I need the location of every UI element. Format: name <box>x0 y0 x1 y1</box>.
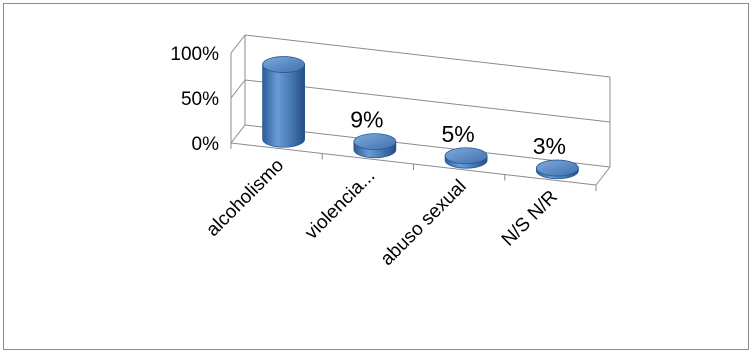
side-wall-line <box>230 34 246 54</box>
chart-walls <box>230 34 611 191</box>
category-labels: alcoholismo violencia...abuso sexual N/S N… <box>202 155 562 270</box>
gridline <box>244 79 611 123</box>
floor-right-edge <box>595 166 611 186</box>
bar-series <box>262 56 579 180</box>
bar <box>535 159 579 180</box>
y-tick-label: 50% <box>181 89 219 110</box>
bar-body <box>262 64 306 148</box>
bar-top <box>444 147 488 165</box>
bar-top <box>262 56 306 73</box>
y-tick-label: 100% <box>170 44 219 65</box>
y-axis-ticks: 0% 50% 100% <box>170 44 219 155</box>
side-wall-line <box>230 124 246 144</box>
bar-top <box>535 159 579 177</box>
category-label: N/S N/R <box>498 186 562 250</box>
side-wall-line <box>230 79 246 99</box>
chart-frame <box>3 3 749 350</box>
gridline <box>244 34 611 78</box>
bar-top <box>353 133 397 151</box>
data-label: 9% <box>350 107 383 133</box>
bar <box>262 56 306 148</box>
category-label: abuso sexual <box>377 176 471 270</box>
y-tick-label: 0% <box>192 134 220 155</box>
gridline <box>244 124 611 168</box>
category-label: violencia... <box>301 165 379 243</box>
bar <box>444 147 488 169</box>
bar <box>353 133 397 159</box>
data-label: 3% <box>533 133 566 159</box>
data-labels: 9% 5% 3% <box>350 107 566 159</box>
data-label: 5% <box>442 121 475 147</box>
category-label: alcoholismo <box>202 155 288 241</box>
